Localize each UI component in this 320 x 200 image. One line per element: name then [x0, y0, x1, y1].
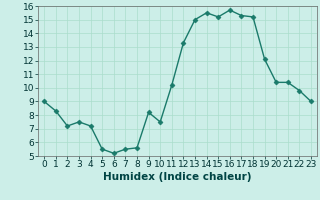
X-axis label: Humidex (Indice chaleur): Humidex (Indice chaleur)	[103, 172, 252, 182]
